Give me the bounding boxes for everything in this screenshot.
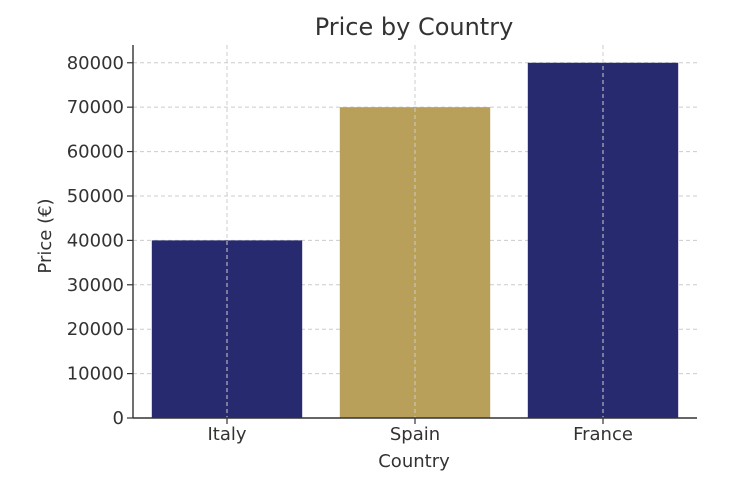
- y-tick-label-6: 60000: [67, 142, 124, 163]
- x-tick-label-spain: Spain: [390, 424, 440, 445]
- y-tick-label-0: 0: [113, 408, 124, 429]
- y-axis-title: Price (€): [35, 198, 56, 273]
- chart-title: Price by Country: [315, 13, 514, 41]
- bar-france: [527, 62, 679, 419]
- y-tick-label-4: 40000: [67, 230, 124, 251]
- y-tick-label-2: 20000: [67, 319, 124, 340]
- y-tick-label-7: 70000: [67, 97, 124, 118]
- y-tick-label-8: 80000: [67, 53, 124, 74]
- y-tick-label-1: 10000: [67, 364, 124, 385]
- y-tick-label-3: 30000: [67, 275, 124, 296]
- x-tick-label-france: France: [573, 424, 633, 445]
- bars-layer: [151, 45, 679, 419]
- y-tick-label-5: 50000: [67, 186, 124, 207]
- ticks-layer: 0 10000 20000 30000 40000 50000 60000 70000 8000…: [67, 53, 633, 445]
- x-axis-title: Country: [378, 451, 450, 472]
- x-tick-label-italy: Italy: [207, 424, 246, 445]
